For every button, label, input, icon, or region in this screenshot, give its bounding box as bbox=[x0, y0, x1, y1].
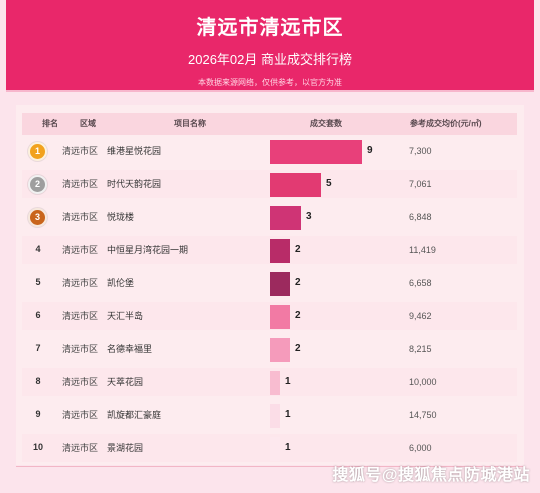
table-row: 8 清远市区 天萃花园 1 10,000 bbox=[22, 368, 517, 396]
col-district: 区域 bbox=[80, 119, 96, 128]
project-name-cell: 中恒星月湾花园一期 bbox=[107, 245, 189, 255]
district-cell: 清远市区 bbox=[62, 278, 99, 288]
col-project: 项目名称 bbox=[174, 119, 206, 128]
avg-price-cell: 7,061 bbox=[409, 179, 432, 189]
avg-price-cell: 8,215 bbox=[409, 344, 432, 354]
count-bar bbox=[270, 305, 290, 329]
project-name-cell: 时代天韵花园 bbox=[107, 179, 162, 189]
district-cell: 清远市区 bbox=[62, 443, 99, 453]
avg-price-cell: 10,000 bbox=[409, 377, 437, 387]
rank-badge: 2 bbox=[28, 175, 47, 194]
district-cell: 清远市区 bbox=[62, 212, 99, 222]
table-row: 3 清远市区 悦珑楼 3 6,848 bbox=[22, 203, 517, 231]
district-cell: 清远市区 bbox=[62, 377, 99, 387]
avg-price-cell: 6,848 bbox=[409, 212, 432, 222]
rank-badge: 9 bbox=[35, 409, 41, 419]
table-header: 排名 区域 项目名称 成交套数 参考成交均价(元/㎡) bbox=[22, 113, 517, 135]
table-row: 9 清远市区 凯旋都汇豪庭 1 14,750 bbox=[22, 401, 517, 429]
table-bottom-divider bbox=[16, 466, 524, 467]
count-bar bbox=[270, 371, 280, 395]
count-bar bbox=[270, 272, 290, 296]
count-bar bbox=[270, 140, 362, 164]
project-name-cell: 天汇半岛 bbox=[107, 311, 144, 321]
rank-badge: 8 bbox=[35, 376, 41, 386]
page-subtitle: 2026年02月 商业成交排行榜 bbox=[188, 52, 352, 67]
table-row: 5 清远市区 凯伦堡 2 6,658 bbox=[22, 269, 517, 297]
district-cell: 清远市区 bbox=[62, 179, 99, 189]
count-label: 2 bbox=[295, 277, 301, 288]
district-cell: 清远市区 bbox=[62, 146, 99, 156]
avg-price-cell: 6,000 bbox=[409, 443, 432, 453]
rank-badge: 10 bbox=[32, 442, 43, 452]
avg-price-cell: 6,658 bbox=[409, 278, 432, 288]
district-cell: 清远市区 bbox=[62, 245, 99, 255]
header-banner: 清远市清远市区 2026年02月 商业成交排行榜 本数据来源网络，仅供参考，以官… bbox=[6, 0, 534, 90]
table-row: 10 清远市区 景湖花园 1 6,000 bbox=[22, 434, 517, 462]
count-label: 1 bbox=[285, 442, 291, 453]
header-divider bbox=[6, 90, 534, 92]
watermark: 搜狐号@搜狐焦点防城港站 bbox=[332, 467, 530, 484]
avg-price-cell: 7,300 bbox=[409, 146, 432, 156]
avg-price-cell: 14,750 bbox=[409, 410, 437, 420]
rank-badge: 7 bbox=[35, 343, 41, 353]
project-name-cell: 悦珑楼 bbox=[107, 212, 135, 222]
count-label: 1 bbox=[285, 409, 291, 420]
count-label: 9 bbox=[367, 145, 373, 156]
table-row: 7 清远市区 名德幸福里 2 8,215 bbox=[22, 335, 517, 363]
count-label: 3 bbox=[306, 211, 312, 222]
project-name-cell: 凯伦堡 bbox=[107, 278, 135, 288]
count-bar bbox=[270, 404, 280, 428]
project-name-cell: 天萃花园 bbox=[107, 377, 144, 387]
page-title: 清远市清远市区 bbox=[196, 17, 344, 39]
district-cell: 清远市区 bbox=[62, 344, 99, 354]
rank-badge: 1 bbox=[28, 142, 47, 161]
count-bar bbox=[270, 239, 290, 263]
project-name-cell: 凯旋都汇豪庭 bbox=[107, 410, 162, 420]
rank-badge: 3 bbox=[28, 208, 47, 227]
count-label: 2 bbox=[295, 343, 301, 354]
rank-badge: 6 bbox=[35, 310, 41, 320]
col-count: 成交套数 bbox=[310, 119, 342, 128]
rank-badge: 4 bbox=[35, 244, 41, 254]
district-cell: 清远市区 bbox=[62, 311, 99, 321]
project-name-cell: 维港星悦花园 bbox=[107, 146, 162, 156]
count-bar bbox=[270, 338, 290, 362]
table-row: 2 清远市区 时代天韵花园 5 7,061 bbox=[22, 170, 517, 198]
avg-price-cell: 11,419 bbox=[409, 245, 436, 255]
data-source-note: 本数据来源网络，仅供参考，以官方为准 bbox=[198, 78, 342, 87]
count-bar bbox=[270, 437, 280, 461]
col-price: 参考成交均价(元/㎡) bbox=[410, 119, 482, 128]
count-label: 2 bbox=[295, 244, 301, 255]
project-name-cell: 名德幸福里 bbox=[107, 344, 153, 354]
count-label: 1 bbox=[285, 376, 291, 387]
table-row: 6 清远市区 天汇半岛 2 9,462 bbox=[22, 302, 517, 330]
count-bar bbox=[270, 173, 321, 197]
table-row: 1 清远市区 维港星悦花园 9 7,300 bbox=[22, 137, 517, 165]
avg-price-cell: 9,462 bbox=[409, 311, 432, 321]
project-name-cell: 景湖花园 bbox=[107, 443, 144, 453]
district-cell: 清远市区 bbox=[62, 410, 99, 420]
count-bar bbox=[270, 206, 301, 230]
table-row: 4 清远市区 中恒星月湾花园一期 2 11,419 bbox=[22, 236, 517, 264]
col-rank: 排名 bbox=[42, 119, 58, 128]
count-label: 5 bbox=[326, 178, 332, 189]
rank-badge: 5 bbox=[35, 277, 41, 287]
count-label: 2 bbox=[295, 310, 301, 321]
